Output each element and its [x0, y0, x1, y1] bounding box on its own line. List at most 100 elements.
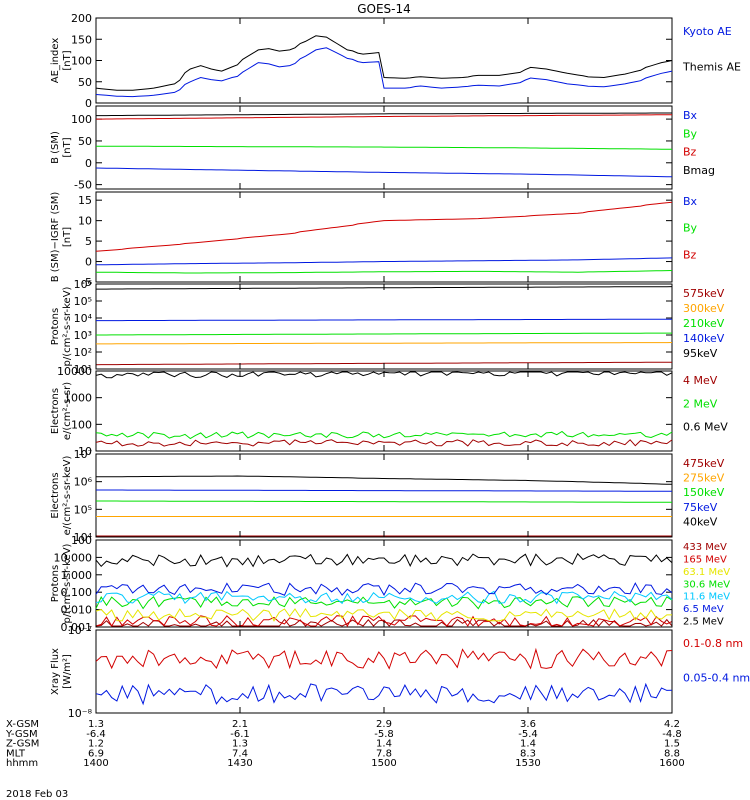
- x-row-value: 1530: [515, 758, 540, 769]
- x-row-value: 1.2: [88, 739, 104, 750]
- legend-label: By: [683, 127, 698, 140]
- y-axis-label: p/(cm²-s-sr-keV): [62, 543, 73, 623]
- y-tick-label: 10⁴: [74, 531, 93, 544]
- y-tick-label: 0: [85, 97, 92, 110]
- panel-xray: 10⁻⁸ 10⁻⁷ Xray Flux [W/m²] 0.1-0.8 nm 0.05-0.…: [50, 624, 750, 720]
- x-row-value: 4.2: [664, 719, 680, 730]
- series-line-electrons2-4: [96, 475, 673, 485]
- series-line-bsm-1: [96, 145, 672, 150]
- y-tick-label: 10⁶: [74, 476, 93, 489]
- legend-label: Themis AE: [682, 61, 741, 74]
- series-line-protons2-6: [95, 552, 673, 568]
- y-tick-label: 0.010: [61, 604, 93, 617]
- y-axis-label: [nT]: [62, 50, 73, 70]
- series-line-protons2-4: [95, 590, 673, 605]
- x-row-label: Y-GSM: [5, 729, 38, 740]
- y-tick-label: 15: [78, 194, 92, 207]
- x-row-label: X-GSM: [6, 719, 39, 730]
- panel-frame: [95, 629, 673, 714]
- series-line-xray-1: [95, 682, 673, 706]
- x-row-value: 3.6: [520, 719, 536, 730]
- y-tick-label: 10⁶: [74, 278, 93, 291]
- panel-frame: [95, 539, 673, 628]
- series-line-bigrf-0: [96, 257, 673, 266]
- series-line-electrons1-0: [95, 439, 673, 447]
- legend-label: 4 MeV: [683, 374, 718, 387]
- y-tick-label: 100: [71, 418, 92, 431]
- y-tick-label: 10000: [57, 365, 92, 378]
- legend-label: Kyoto AE: [683, 25, 732, 38]
- legend-label: 40keV: [683, 515, 718, 528]
- x-row-label: Z-GSM: [6, 739, 39, 750]
- x-row-label: MLT: [6, 748, 26, 759]
- series-line-bigrf-1: [96, 270, 673, 274]
- y-tick-label: 10⁻⁸: [68, 707, 93, 720]
- legend-label: Bx: [683, 195, 698, 208]
- series-line-bsm-0: [95, 167, 673, 178]
- y-axis-label: B (SM)−IGRF (SM): [50, 192, 61, 283]
- x-row-value: 7.8: [376, 748, 392, 759]
- y-axis-label: [nT]: [62, 227, 73, 247]
- legend-label: 165 MeV: [683, 554, 727, 565]
- legend-label: 2.5 MeV: [683, 617, 724, 628]
- y-tick-label: 10⁵: [74, 295, 92, 308]
- y-axis-label: Xray Flux: [50, 648, 61, 695]
- panel-electrons2: 10⁴ 10⁵ 10⁶ 10⁷ Electrons e/(cm²-s-sr-keV) 475…: [50, 448, 725, 544]
- legend-label: 475keV: [683, 457, 725, 470]
- legend-label: 0.05-0.4 nm: [683, 672, 750, 685]
- series-line-xray-0: [95, 647, 673, 670]
- figure-title: GOES-14: [357, 2, 411, 16]
- series-line-protons2-3: [95, 596, 673, 610]
- y-axis-label: Electrons: [50, 388, 61, 434]
- y-tick-label: -5: [81, 276, 92, 289]
- legend-label: 6.5 MeV: [683, 604, 724, 615]
- y-tick-label: 100: [71, 113, 92, 126]
- series-line-protons1-2: [96, 332, 672, 336]
- series-line-protons2-2: [95, 607, 672, 622]
- legend-label: 63.1 MeV: [683, 567, 730, 578]
- y-tick-label: -50: [74, 179, 92, 192]
- x-row-value: 8.3: [520, 748, 536, 759]
- legend-label: 433 MeV: [683, 542, 727, 553]
- y-tick-label: 5: [85, 235, 92, 248]
- y-axis-label: p/(cm²-s-sr-keV): [62, 286, 73, 366]
- x-row-value: 1600: [659, 758, 684, 769]
- panel-bsm: -50 0 50 100 B (SM) [nT] Bx By Bz Bmag: [50, 105, 715, 192]
- y-tick-label: 10²: [74, 346, 92, 359]
- y-tick-label: 200: [71, 12, 92, 25]
- legend-label: 150keV: [683, 486, 725, 499]
- legend-label: 2 MeV: [683, 397, 718, 410]
- x-row-value: 1.3: [88, 719, 104, 730]
- x-row-value: 1.4: [520, 739, 536, 750]
- legend-label: Bz: [683, 248, 697, 261]
- legend-label: Bz: [683, 146, 697, 159]
- y-tick-label: 10⁴: [74, 312, 93, 325]
- legend-label: 11.6 MeV: [683, 592, 730, 603]
- series-line-ae-1: [95, 35, 673, 91]
- panel-frame: [95, 453, 673, 538]
- series-line-electrons1-1: [95, 430, 673, 440]
- series-line-bigrf-2: [95, 201, 673, 252]
- y-tick-label: 10.000: [54, 551, 93, 564]
- x-row-value: 8.8: [664, 748, 680, 759]
- y-tick-label: 10³: [74, 329, 92, 342]
- bottom-axis-table: X-GSM 1.3 2.1 2.9 3.6 4.2 Y-GSM -6.4 -6.1 -5.8 -5.…: [5, 18, 685, 769]
- y-tick-label: 50: [78, 76, 92, 89]
- y-tick-label: 0.001: [61, 621, 93, 634]
- y-axis-label: Electrons: [50, 472, 61, 518]
- panel-ae: 0 50 100 150 200 AE_index [nT] Kyoto AE Themis A…: [50, 12, 741, 110]
- x-row-value: 7.4: [232, 748, 248, 759]
- y-tick-label: 10⁻⁷: [68, 624, 92, 637]
- panel-frame: [95, 191, 673, 283]
- panel-frame: [95, 17, 673, 104]
- legend-label: 300keV: [683, 302, 725, 315]
- series-line-electrons2-3: [96, 489, 672, 492]
- x-row-value: -6.4: [86, 729, 106, 740]
- legend-label: 140keV: [683, 332, 725, 345]
- panel-frame: [95, 283, 673, 370]
- y-axis-label: e/(cm²-s-sr-keV): [62, 456, 73, 536]
- series-line-electrons2-2: [96, 500, 672, 503]
- y-tick-label: 1000: [64, 392, 92, 405]
- x-row-value: 1.4: [376, 739, 392, 750]
